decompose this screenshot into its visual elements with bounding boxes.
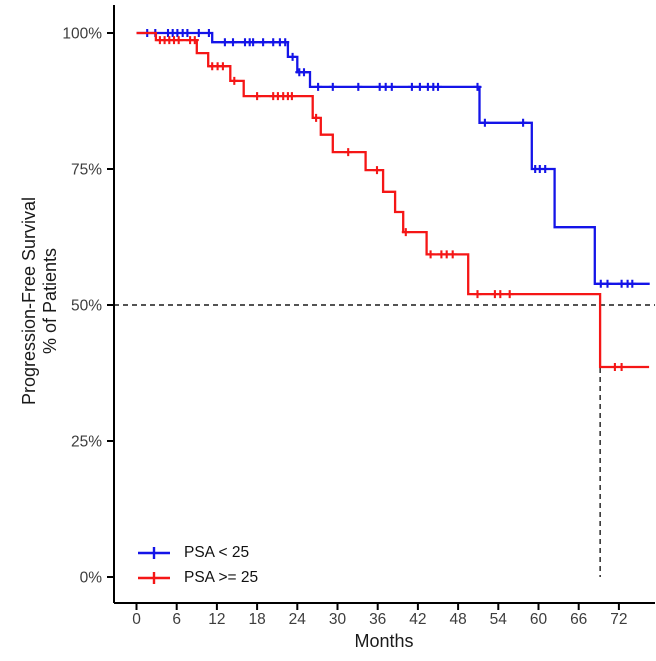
y-axis-tick-label: 0% — [80, 570, 103, 587]
y-axis-tick-label: 25% — [71, 434, 102, 451]
x-axis-tick-label: 72 — [610, 611, 627, 628]
km-censor-marks-series-1 — [155, 36, 626, 371]
km-curve-series-1 — [136, 31, 650, 369]
legend-label-psa-lt-25: PSA < 25 — [184, 543, 250, 561]
x-axis-tick-label: 60 — [530, 611, 548, 628]
km-curve-series-0 — [136, 31, 650, 285]
y-axis-tick-label: 50% — [71, 298, 102, 315]
legend-item-psa-ge-25: PSA >= 25 — [136, 565, 258, 590]
chart-legend: PSA < 25 PSA >= 25 — [136, 540, 258, 590]
x-axis-title: Months — [354, 631, 414, 651]
x-axis-tick-label: 48 — [449, 611, 466, 628]
x-axis-tick-label: 42 — [409, 611, 426, 628]
legend-key-line-censor-icon — [138, 546, 170, 559]
x-axis-tick-label: 12 — [208, 611, 225, 628]
legend-item-psa-lt-25: PSA < 25 — [136, 540, 258, 565]
y-axis-title-line2: % of Patients — [40, 247, 60, 355]
x-axis-tick-label: 18 — [248, 611, 265, 628]
y-axis-tick-label: 75% — [71, 162, 102, 179]
x-axis-tick-label: 54 — [490, 611, 508, 628]
x-axis-tick-label: 66 — [570, 611, 587, 628]
x-axis-tick-label: 6 — [172, 611, 181, 628]
legend-label-psa-ge-25: PSA >= 25 — [184, 568, 259, 586]
x-axis-tick-label: 36 — [369, 611, 386, 628]
legend-key-line-censor-icon — [138, 571, 170, 584]
x-axis-tick-label: 0 — [132, 611, 141, 628]
y-axis-title-line1: Progression-Free Survival — [19, 196, 39, 406]
x-axis-tick-label: 24 — [289, 611, 307, 628]
x-axis-tick-label: 30 — [329, 611, 347, 628]
y-axis-title: Progression-Free Survival % of Patients — [19, 121, 63, 481]
y-axis-tick-label: 100% — [62, 26, 102, 43]
